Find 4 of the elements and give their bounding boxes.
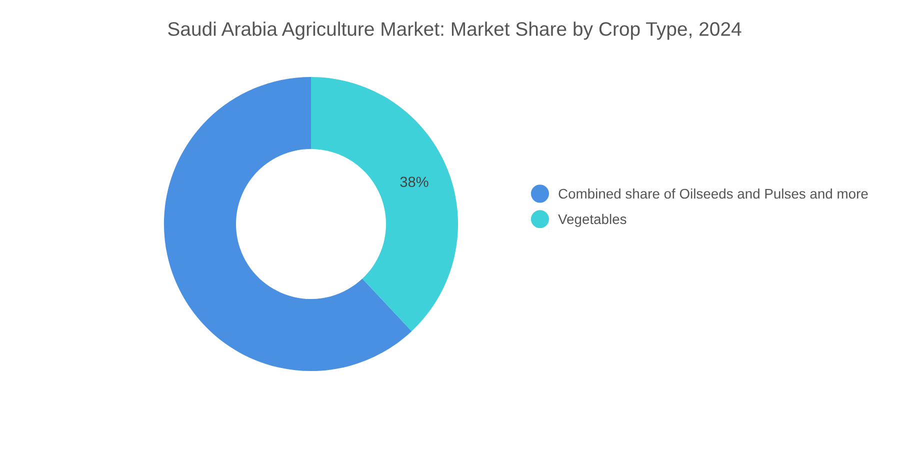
legend-label: Combined share of Oilseeds and Pulses and more xyxy=(558,188,868,199)
legend-label: Vegetables xyxy=(558,214,626,227)
chart-title: Saudi Arabia Agriculture Market: Market Share by Crop Type, 2024 xyxy=(168,22,742,40)
data-label: 38% xyxy=(400,176,428,188)
